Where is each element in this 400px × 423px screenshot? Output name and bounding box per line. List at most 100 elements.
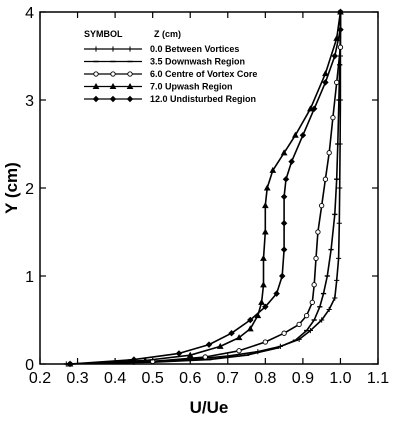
data-point	[334, 277, 340, 283]
data-point	[334, 79, 340, 86]
x-tick-label: 0.9	[292, 370, 314, 387]
data-point	[126, 95, 134, 103]
x-tick-label: 1.0	[329, 370, 351, 387]
y-tick-label: 3	[25, 93, 34, 110]
x-tick-label: 0.8	[254, 370, 276, 387]
data-point	[322, 70, 329, 77]
x-tick-label: 0.5	[142, 370, 164, 387]
x-tick-label: 0.2	[29, 370, 51, 387]
series-line	[69, 12, 342, 365]
data-point	[109, 95, 117, 103]
legend-header-symbol: SYMBOL	[84, 29, 123, 39]
y-tick-label: 4	[25, 5, 34, 22]
x-tick-label: 0.7	[217, 370, 239, 387]
data-point	[337, 44, 344, 50]
data-point	[236, 348, 242, 354]
legend-label: 7.0 Upwash Region	[150, 82, 233, 92]
data-point	[311, 282, 317, 288]
data-point	[110, 71, 116, 77]
data-point	[247, 316, 254, 324]
data-point	[235, 334, 243, 341]
data-point	[228, 329, 235, 337]
data-point	[303, 312, 310, 319]
y-tick-label: 0	[25, 357, 34, 374]
legend-label: 0.0 Between Vortices	[150, 44, 239, 54]
data-point	[288, 158, 295, 165]
data-point	[280, 193, 288, 201]
data-point	[337, 8, 344, 16]
data-point	[322, 176, 329, 182]
data-point	[330, 114, 336, 121]
x-tick-label: 1.1	[367, 370, 389, 387]
data-point	[260, 281, 267, 288]
data-point	[262, 303, 269, 311]
legend: SYMBOL Z (cm) 0.0 Between Vortices 3.5 Do…	[84, 29, 257, 104]
series-5	[66, 8, 344, 368]
data-point	[92, 82, 100, 90]
data-point	[313, 255, 319, 262]
data-point	[258, 298, 265, 305]
data-point	[319, 317, 325, 323]
data-point	[93, 46, 99, 52]
data-point	[280, 219, 288, 227]
data-point	[216, 342, 224, 349]
data-point	[130, 356, 138, 363]
series-line	[69, 11, 342, 365]
data-point	[126, 82, 134, 90]
data-point	[332, 295, 338, 301]
legend-label: 3.5 Downwash Region	[150, 57, 245, 67]
data-point	[141, 356, 149, 364]
data-point	[66, 360, 74, 368]
legend-label: 12.0 Undisturbed Region	[150, 94, 256, 104]
data-point	[269, 166, 277, 173]
data-point	[337, 185, 343, 191]
data-point	[331, 52, 339, 60]
data-point	[280, 246, 288, 253]
x-axis-label: U/Ue	[190, 398, 229, 417]
y-axis-label: Y (cm)	[2, 162, 21, 214]
data-point	[336, 220, 342, 226]
data-point	[261, 228, 269, 235]
legend-item: 3.5 Downwash Region	[84, 57, 245, 67]
x-tick-label: 0.6	[179, 370, 201, 387]
data-point	[315, 229, 321, 235]
data-point	[92, 95, 100, 103]
data-point	[278, 272, 286, 280]
legend-item: 12.0 Undisturbed Region	[84, 94, 256, 104]
data-point	[109, 82, 117, 90]
data-point	[299, 131, 307, 139]
data-point	[281, 330, 287, 336]
data-point	[335, 255, 342, 261]
data-point	[326, 306, 332, 313]
data-point	[262, 339, 268, 345]
data-point	[127, 71, 133, 77]
x-tick-label: 0.4	[104, 370, 126, 387]
data-point	[296, 321, 302, 328]
data-point	[337, 26, 344, 33]
data-point	[205, 341, 213, 348]
x-tick-label: 0.3	[66, 370, 88, 387]
y-tick-label: 1	[25, 269, 34, 286]
data-point	[110, 46, 116, 52]
data-point	[322, 79, 329, 86]
data-point	[246, 325, 254, 332]
data-point	[319, 202, 325, 209]
data-point	[186, 351, 194, 358]
data-point	[261, 202, 269, 209]
legend-label: 6.0 Centre of Vortex Core	[150, 69, 257, 79]
data-point	[310, 105, 318, 113]
data-point	[280, 149, 288, 156]
data-point	[282, 175, 290, 183]
legend-header-z: Z (cm)	[154, 29, 181, 39]
legend-item: 7.0 Upwash Region	[84, 82, 233, 92]
data-point	[175, 350, 183, 357]
data-point	[263, 184, 271, 191]
data-point	[326, 150, 332, 156]
data-point	[93, 71, 99, 77]
data-point	[292, 131, 299, 138]
data-point	[260, 254, 267, 261]
data-point	[202, 354, 208, 360]
data-point	[309, 299, 315, 306]
data-point	[273, 290, 280, 297]
legend-item: 0.0 Between Vortices	[84, 44, 239, 54]
